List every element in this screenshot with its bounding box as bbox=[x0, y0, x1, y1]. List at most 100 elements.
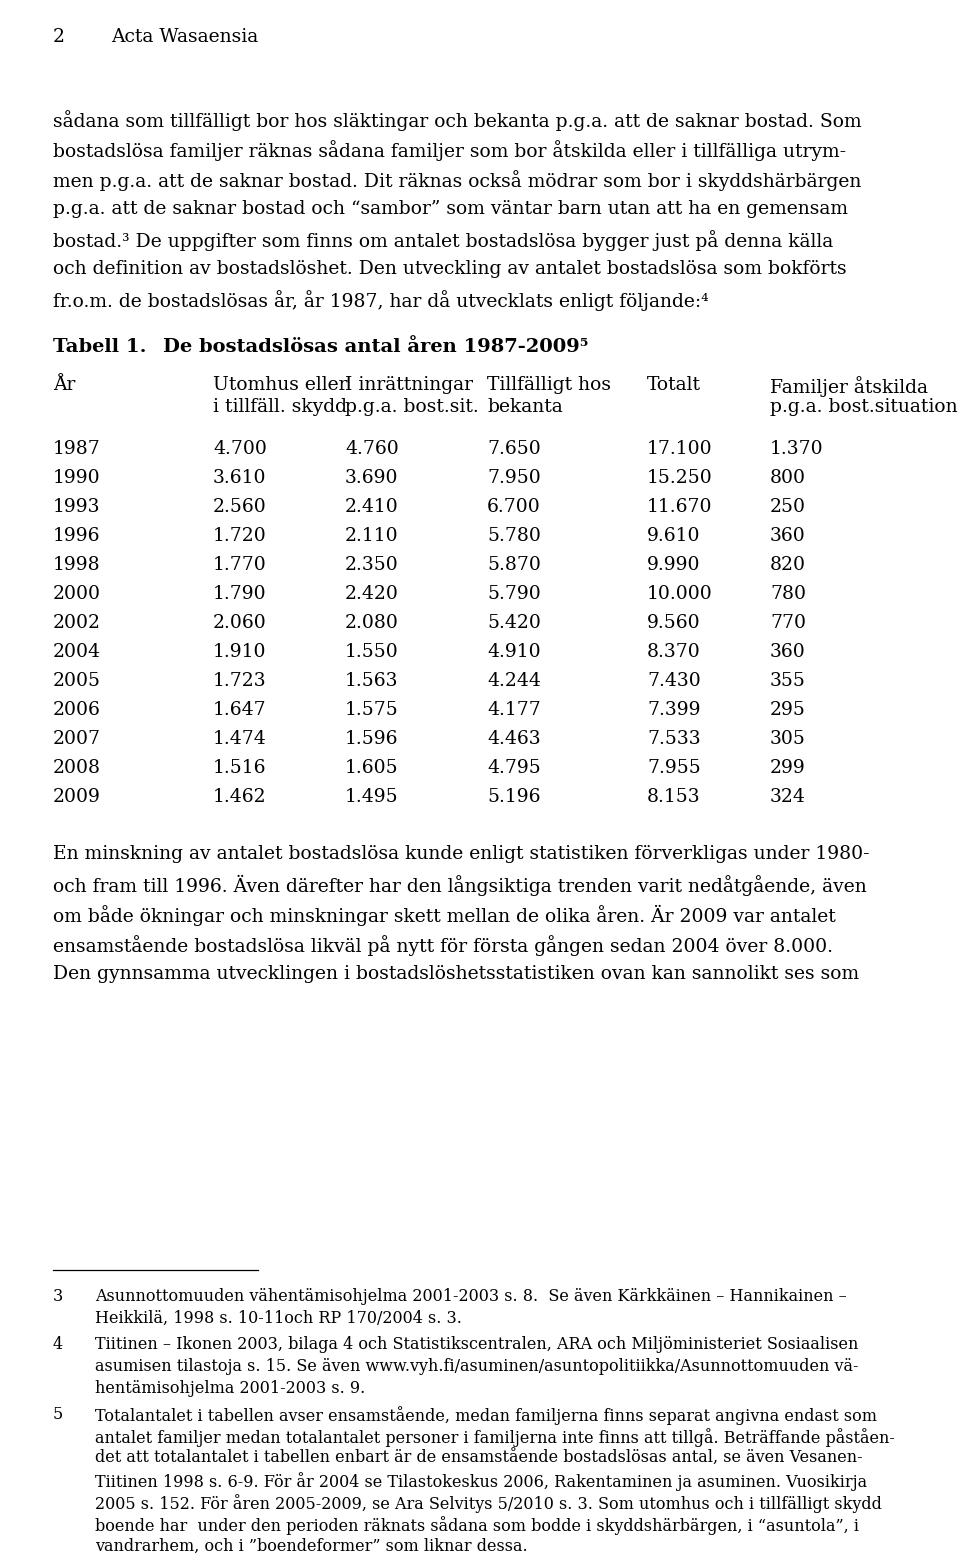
Text: 1.723: 1.723 bbox=[213, 671, 267, 690]
Text: 7.650: 7.650 bbox=[487, 440, 540, 457]
Text: 11.670: 11.670 bbox=[647, 498, 712, 517]
Text: 5: 5 bbox=[53, 1406, 63, 1424]
Text: 250: 250 bbox=[770, 498, 806, 517]
Text: 3: 3 bbox=[53, 1288, 63, 1305]
Text: 1990: 1990 bbox=[53, 468, 101, 487]
Text: 1.575: 1.575 bbox=[345, 701, 398, 720]
Text: Familjer åtskilda: Familjer åtskilda bbox=[770, 376, 928, 396]
Text: 2008: 2008 bbox=[53, 759, 101, 777]
Text: men p.g.a. att de saknar bostad. Dit räknas också mödrar som bor i skyddshärbärg: men p.g.a. att de saknar bostad. Dit räk… bbox=[53, 170, 861, 190]
Text: 4.700: 4.700 bbox=[213, 440, 267, 457]
Text: 4.910: 4.910 bbox=[487, 643, 540, 660]
Text: 1.647: 1.647 bbox=[213, 701, 267, 720]
Text: 15.250: 15.250 bbox=[647, 468, 712, 487]
Text: 1.790: 1.790 bbox=[213, 585, 267, 603]
Text: ensamstående bostadslösa likväl på nytt för första gången sedan 2004 över 8.000.: ensamstående bostadslösa likväl på nytt … bbox=[53, 935, 833, 955]
Text: Totalt: Totalt bbox=[647, 376, 701, 393]
Text: 7.955: 7.955 bbox=[647, 759, 701, 777]
Text: 5.420: 5.420 bbox=[487, 613, 540, 632]
Text: i tillfäll. skydd: i tillfäll. skydd bbox=[213, 398, 347, 415]
Text: Totalantalet i tabellen avser ensamstående, medan familjerna finns separat angiv: Totalantalet i tabellen avser ensamståen… bbox=[95, 1406, 877, 1425]
Text: Utomhus eller: Utomhus eller bbox=[213, 376, 348, 393]
Text: hentämisohjelma 2001-2003 s. 9.: hentämisohjelma 2001-2003 s. 9. bbox=[95, 1380, 365, 1397]
Text: 7.399: 7.399 bbox=[647, 701, 701, 720]
Text: 324: 324 bbox=[770, 788, 805, 805]
Text: 2009: 2009 bbox=[53, 788, 101, 805]
Text: En minskning av antalet bostadslösa kunde enligt statistiken förverkligas under : En minskning av antalet bostadslösa kund… bbox=[53, 845, 870, 863]
Text: 5.780: 5.780 bbox=[487, 528, 540, 545]
Text: 4: 4 bbox=[53, 1336, 63, 1353]
Text: 1.910: 1.910 bbox=[213, 643, 267, 660]
Text: 5.790: 5.790 bbox=[487, 585, 540, 603]
Text: 800: 800 bbox=[770, 468, 806, 487]
Text: De bostadslösas antal åren 1987-2009⁵: De bostadslösas antal åren 1987-2009⁵ bbox=[163, 339, 588, 356]
Text: 2005 s. 152. För åren 2005-2009, se Ara Selvitys 5/2010 s. 3. Som utomhus och i : 2005 s. 152. För åren 2005-2009, se Ara … bbox=[95, 1494, 882, 1513]
Text: 299: 299 bbox=[770, 759, 805, 777]
Text: Tiitinen – Ikonen 2003, bilaga 4 och Statistikscentralen, ARA och Miljöministeri: Tiitinen – Ikonen 2003, bilaga 4 och Sta… bbox=[95, 1336, 858, 1353]
Text: 4.177: 4.177 bbox=[487, 701, 540, 720]
Text: 4.760: 4.760 bbox=[345, 440, 398, 457]
Text: p.g.a. bost.sit.: p.g.a. bost.sit. bbox=[345, 398, 479, 415]
Text: 305: 305 bbox=[770, 731, 805, 748]
Text: 4.244: 4.244 bbox=[487, 671, 540, 690]
Text: om både ökningar och minskningar skett mellan de olika åren. Är 2009 var antalet: om både ökningar och minskningar skett m… bbox=[53, 905, 836, 926]
Text: 1.605: 1.605 bbox=[345, 759, 398, 777]
Text: 2.560: 2.560 bbox=[213, 498, 267, 517]
Text: 770: 770 bbox=[770, 613, 806, 632]
Text: 1.462: 1.462 bbox=[213, 788, 267, 805]
Text: 7.533: 7.533 bbox=[647, 731, 701, 748]
Text: 295: 295 bbox=[770, 701, 805, 720]
Text: 2000: 2000 bbox=[53, 585, 101, 603]
Text: 820: 820 bbox=[770, 556, 806, 574]
Text: 2.110: 2.110 bbox=[345, 528, 398, 545]
Text: I inrättningar: I inrättningar bbox=[345, 376, 473, 393]
Text: 2.350: 2.350 bbox=[345, 556, 398, 574]
Text: 360: 360 bbox=[770, 528, 805, 545]
Text: 1.550: 1.550 bbox=[345, 643, 398, 660]
Text: bostad.³ De uppgifter som finns om antalet bostadslösa bygger just på denna käll: bostad.³ De uppgifter som finns om antal… bbox=[53, 229, 833, 251]
Text: 1.596: 1.596 bbox=[345, 731, 398, 748]
Text: bostadslösa familjer räknas sådana familjer som bor åtskilda eller i tillfälliga: bostadslösa familjer räknas sådana famil… bbox=[53, 140, 846, 161]
Text: det att totalantalet i tabellen enbart är de ensamstående bostadslösas antal, se: det att totalantalet i tabellen enbart ä… bbox=[95, 1450, 863, 1467]
Text: 17.100: 17.100 bbox=[647, 440, 712, 457]
Text: År: År bbox=[53, 376, 76, 393]
Text: 1996: 1996 bbox=[53, 528, 101, 545]
Text: 1993: 1993 bbox=[53, 498, 101, 517]
Text: 1.495: 1.495 bbox=[345, 788, 398, 805]
Text: 9.560: 9.560 bbox=[647, 613, 701, 632]
Text: Asunnottomuuden vähentämisohjelma 2001-2003 s. 8.  Se även Kärkkäinen – Hannikai: Asunnottomuuden vähentämisohjelma 2001-2… bbox=[95, 1288, 847, 1305]
Text: 1.370: 1.370 bbox=[770, 440, 824, 457]
Text: Heikkilä, 1998 s. 10-11och RP 170/2004 s. 3.: Heikkilä, 1998 s. 10-11och RP 170/2004 s… bbox=[95, 1310, 462, 1327]
Text: 8.153: 8.153 bbox=[647, 788, 701, 805]
Text: p.g.a. att de saknar bostad och “sambor” som väntar barn utan att ha en gemensam: p.g.a. att de saknar bostad och “sambor”… bbox=[53, 200, 848, 219]
Text: 1.516: 1.516 bbox=[213, 759, 267, 777]
Text: 1.770: 1.770 bbox=[213, 556, 267, 574]
Text: 3.610: 3.610 bbox=[213, 468, 267, 487]
Text: boende har  under den perioden räknats sådana som bodde i skyddshärbärgen, i “as: boende har under den perioden räknats så… bbox=[95, 1516, 859, 1534]
Text: vandrarhem, och i ”boendeformer” som liknar dessa.: vandrarhem, och i ”boendeformer” som lik… bbox=[95, 1538, 528, 1555]
Text: 1998: 1998 bbox=[53, 556, 101, 574]
Text: 780: 780 bbox=[770, 585, 806, 603]
Text: Den gynnsamma utvecklingen i bostadslöshetsstatistiken ovan kan sannolikt ses so: Den gynnsamma utvecklingen i bostadslösh… bbox=[53, 965, 859, 983]
Text: 5.196: 5.196 bbox=[487, 788, 540, 805]
Text: 355: 355 bbox=[770, 671, 805, 690]
Text: 2.410: 2.410 bbox=[345, 498, 398, 517]
Text: Tillfälligt hos: Tillfälligt hos bbox=[487, 376, 611, 393]
Text: 9.610: 9.610 bbox=[647, 528, 701, 545]
Text: 2002: 2002 bbox=[53, 613, 101, 632]
Text: och fram till 1996. Även därefter har den långsiktiga trenden varit nedåtgående,: och fram till 1996. Även därefter har de… bbox=[53, 876, 867, 896]
Text: 360: 360 bbox=[770, 643, 805, 660]
Text: och definition av bostadslöshet. Den utveckling av antalet bostadslösa som bokfö: och definition av bostadslöshet. Den utv… bbox=[53, 261, 847, 278]
Text: 4.795: 4.795 bbox=[487, 759, 540, 777]
Text: bekanta: bekanta bbox=[487, 398, 563, 415]
Text: 9.990: 9.990 bbox=[647, 556, 701, 574]
Text: 10.000: 10.000 bbox=[647, 585, 712, 603]
Text: 2: 2 bbox=[53, 28, 65, 45]
Text: 5.870: 5.870 bbox=[487, 556, 540, 574]
Text: 7.950: 7.950 bbox=[487, 468, 540, 487]
Text: 1.720: 1.720 bbox=[213, 528, 267, 545]
Text: 1987: 1987 bbox=[53, 440, 101, 457]
Text: 3.690: 3.690 bbox=[345, 468, 398, 487]
Text: sådana som tillfälligt bor hos släktingar och bekanta p.g.a. att de saknar bosta: sådana som tillfälligt bor hos släktinga… bbox=[53, 109, 862, 131]
Text: 6.700: 6.700 bbox=[487, 498, 540, 517]
